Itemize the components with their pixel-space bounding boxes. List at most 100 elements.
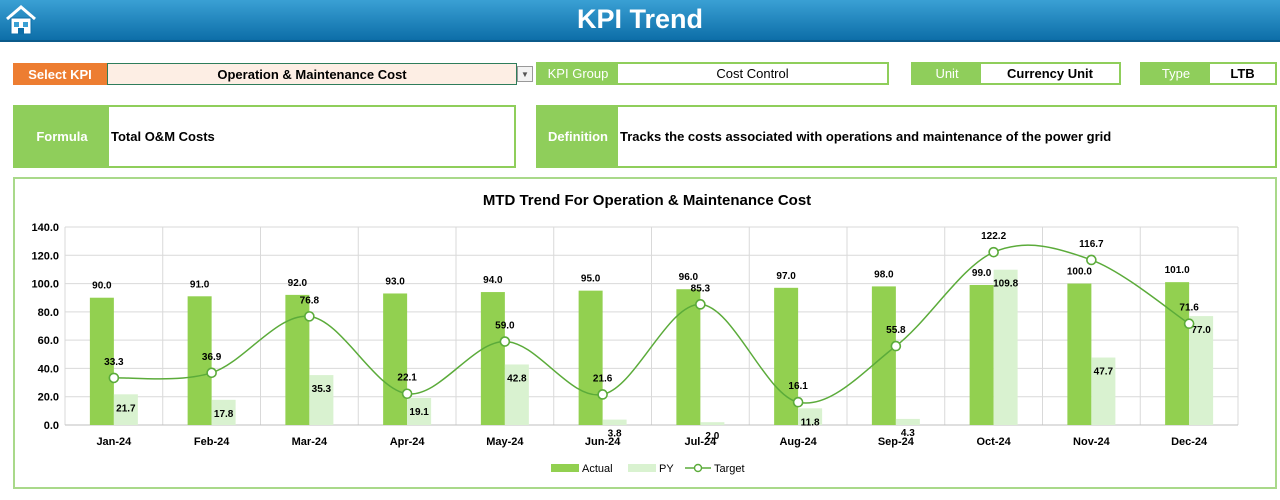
data-label-py: 21.7 (116, 403, 136, 414)
data-label-py: 2.0 (705, 431, 719, 442)
bar-actual (578, 290, 603, 425)
x-tick-label: Aug-24 (779, 436, 817, 448)
bar-actual (676, 289, 701, 425)
data-label-py: 42.8 (507, 373, 527, 384)
legend-swatch-py (628, 464, 656, 472)
data-label-target: 36.9 (202, 352, 222, 363)
x-tick-label: Jun-24 (585, 436, 621, 448)
data-label-actual: 94.0 (483, 275, 503, 286)
legend-swatch-actual (551, 464, 579, 472)
data-label-py: 4.3 (901, 428, 915, 439)
data-label-py: 35.3 (312, 384, 332, 395)
y-tick-label: 0.0 (44, 420, 59, 432)
target-point (401, 388, 413, 400)
type-field: Type LTB (1140, 62, 1277, 85)
x-tick-label: Nov-24 (1073, 436, 1111, 448)
bar-actual (969, 284, 994, 425)
bar-py (700, 422, 725, 425)
chevron-down-icon[interactable]: ▼ (517, 66, 533, 82)
unit-value: Currency Unit (1007, 66, 1093, 81)
bar-actual (89, 297, 114, 425)
data-label-actual: 97.0 (776, 271, 796, 282)
legend-label-py: PY (659, 463, 674, 475)
bar-py (309, 375, 334, 425)
y-tick-label: 20.0 (38, 392, 59, 404)
data-label-target: 33.3 (104, 357, 124, 368)
target-point (1086, 254, 1097, 266)
x-tick-label: Sep-24 (878, 436, 915, 448)
bar-actual (480, 292, 505, 425)
bar-py (1091, 357, 1116, 425)
data-label-actual: 96.0 (679, 272, 699, 283)
data-label-target: 59.0 (495, 321, 515, 332)
bar-py (504, 364, 529, 425)
target-point (499, 336, 511, 347)
y-tick-label: 80.0 (38, 307, 59, 319)
x-tick-label: Apr-24 (390, 436, 426, 448)
data-label-py: 19.1 (409, 407, 429, 418)
y-tick-label: 40.0 (38, 363, 59, 375)
x-tick-label: May-24 (486, 436, 524, 448)
bar-actual (1165, 282, 1190, 425)
target-point (206, 367, 217, 379)
kpi-group-label: KPI Group (538, 64, 618, 83)
definition-value: Tracks the costs associated with operati… (620, 129, 1112, 144)
kpi-group-value: Cost Control (716, 66, 789, 81)
select-kpi-control: Select KPI Operation & Maintenance Cost … (13, 63, 533, 85)
data-label-target: 22.1 (397, 373, 417, 384)
y-tick-label: 60.0 (38, 335, 59, 347)
data-label-actual: 101.0 (1165, 265, 1190, 276)
data-label-actual: 90.0 (92, 281, 112, 292)
x-tick-label: Jan-24 (96, 436, 132, 448)
data-label-py: 11.8 (801, 417, 820, 428)
x-tick-label: Oct-24 (977, 436, 1012, 448)
target-point (792, 396, 804, 408)
data-label-target: 16.1 (788, 381, 808, 392)
data-label-target: 55.8 (886, 325, 906, 336)
definition-box: Definition Tracks the costs associated w… (536, 105, 1277, 168)
chart-title: MTD Trend For Operation & Maintenance Co… (483, 192, 811, 209)
legend-label-actual: Actual (582, 463, 613, 475)
data-label-actual: 91.0 (190, 279, 210, 290)
data-label-py: 17.8 (214, 409, 234, 420)
data-label-py: 3.8 (608, 429, 622, 440)
mtd-trend-chart: MTD Trend For Operation & Maintenance Co… (31, 192, 1239, 475)
bar-actual (1067, 283, 1092, 425)
data-label-py: 109.8 (993, 279, 1018, 290)
x-tick-label: Mar-24 (292, 436, 328, 448)
bar-actual (187, 296, 212, 425)
target-point (108, 372, 120, 384)
select-kpi-label: Select KPI (13, 63, 107, 85)
select-kpi-input[interactable]: Operation & Maintenance Cost (107, 63, 517, 85)
definition-label: Definition (538, 107, 618, 166)
target-point (988, 246, 999, 258)
target-point (1183, 318, 1195, 330)
data-label-py: 77.0 (1191, 325, 1211, 336)
unit-field: Unit Currency Unit (911, 62, 1121, 85)
home-icon[interactable] (4, 4, 38, 36)
data-label-target: 116.7 (1079, 239, 1104, 250)
formula-value: Total O&M Costs (111, 129, 215, 144)
target-point (304, 311, 315, 322)
target-point (890, 340, 902, 352)
y-tick-label: 120.0 (31, 250, 59, 262)
data-label-target: 71.6 (1179, 303, 1199, 314)
bar-py (895, 418, 920, 425)
data-label-actual: 95.0 (581, 274, 601, 285)
x-tick-label: Feb-24 (194, 436, 230, 448)
target-point (695, 299, 706, 310)
data-label-target: 122.2 (981, 231, 1006, 242)
bar-py (407, 397, 432, 425)
data-label-actual: 98.0 (874, 269, 894, 280)
header-bar: KPI Trend (0, 0, 1280, 42)
data-label-py: 47.7 (1094, 367, 1114, 378)
data-label-actual: 92.0 (288, 278, 308, 289)
page-title: KPI Trend (576, 4, 704, 34)
formula-box: Formula Total O&M Costs (13, 105, 516, 168)
formula-label: Formula (15, 107, 109, 166)
data-label-target: 21.6 (593, 373, 613, 384)
data-label-actual: 93.0 (385, 276, 405, 287)
bar-py (211, 399, 236, 425)
x-tick-label: Jul-24 (684, 436, 717, 448)
